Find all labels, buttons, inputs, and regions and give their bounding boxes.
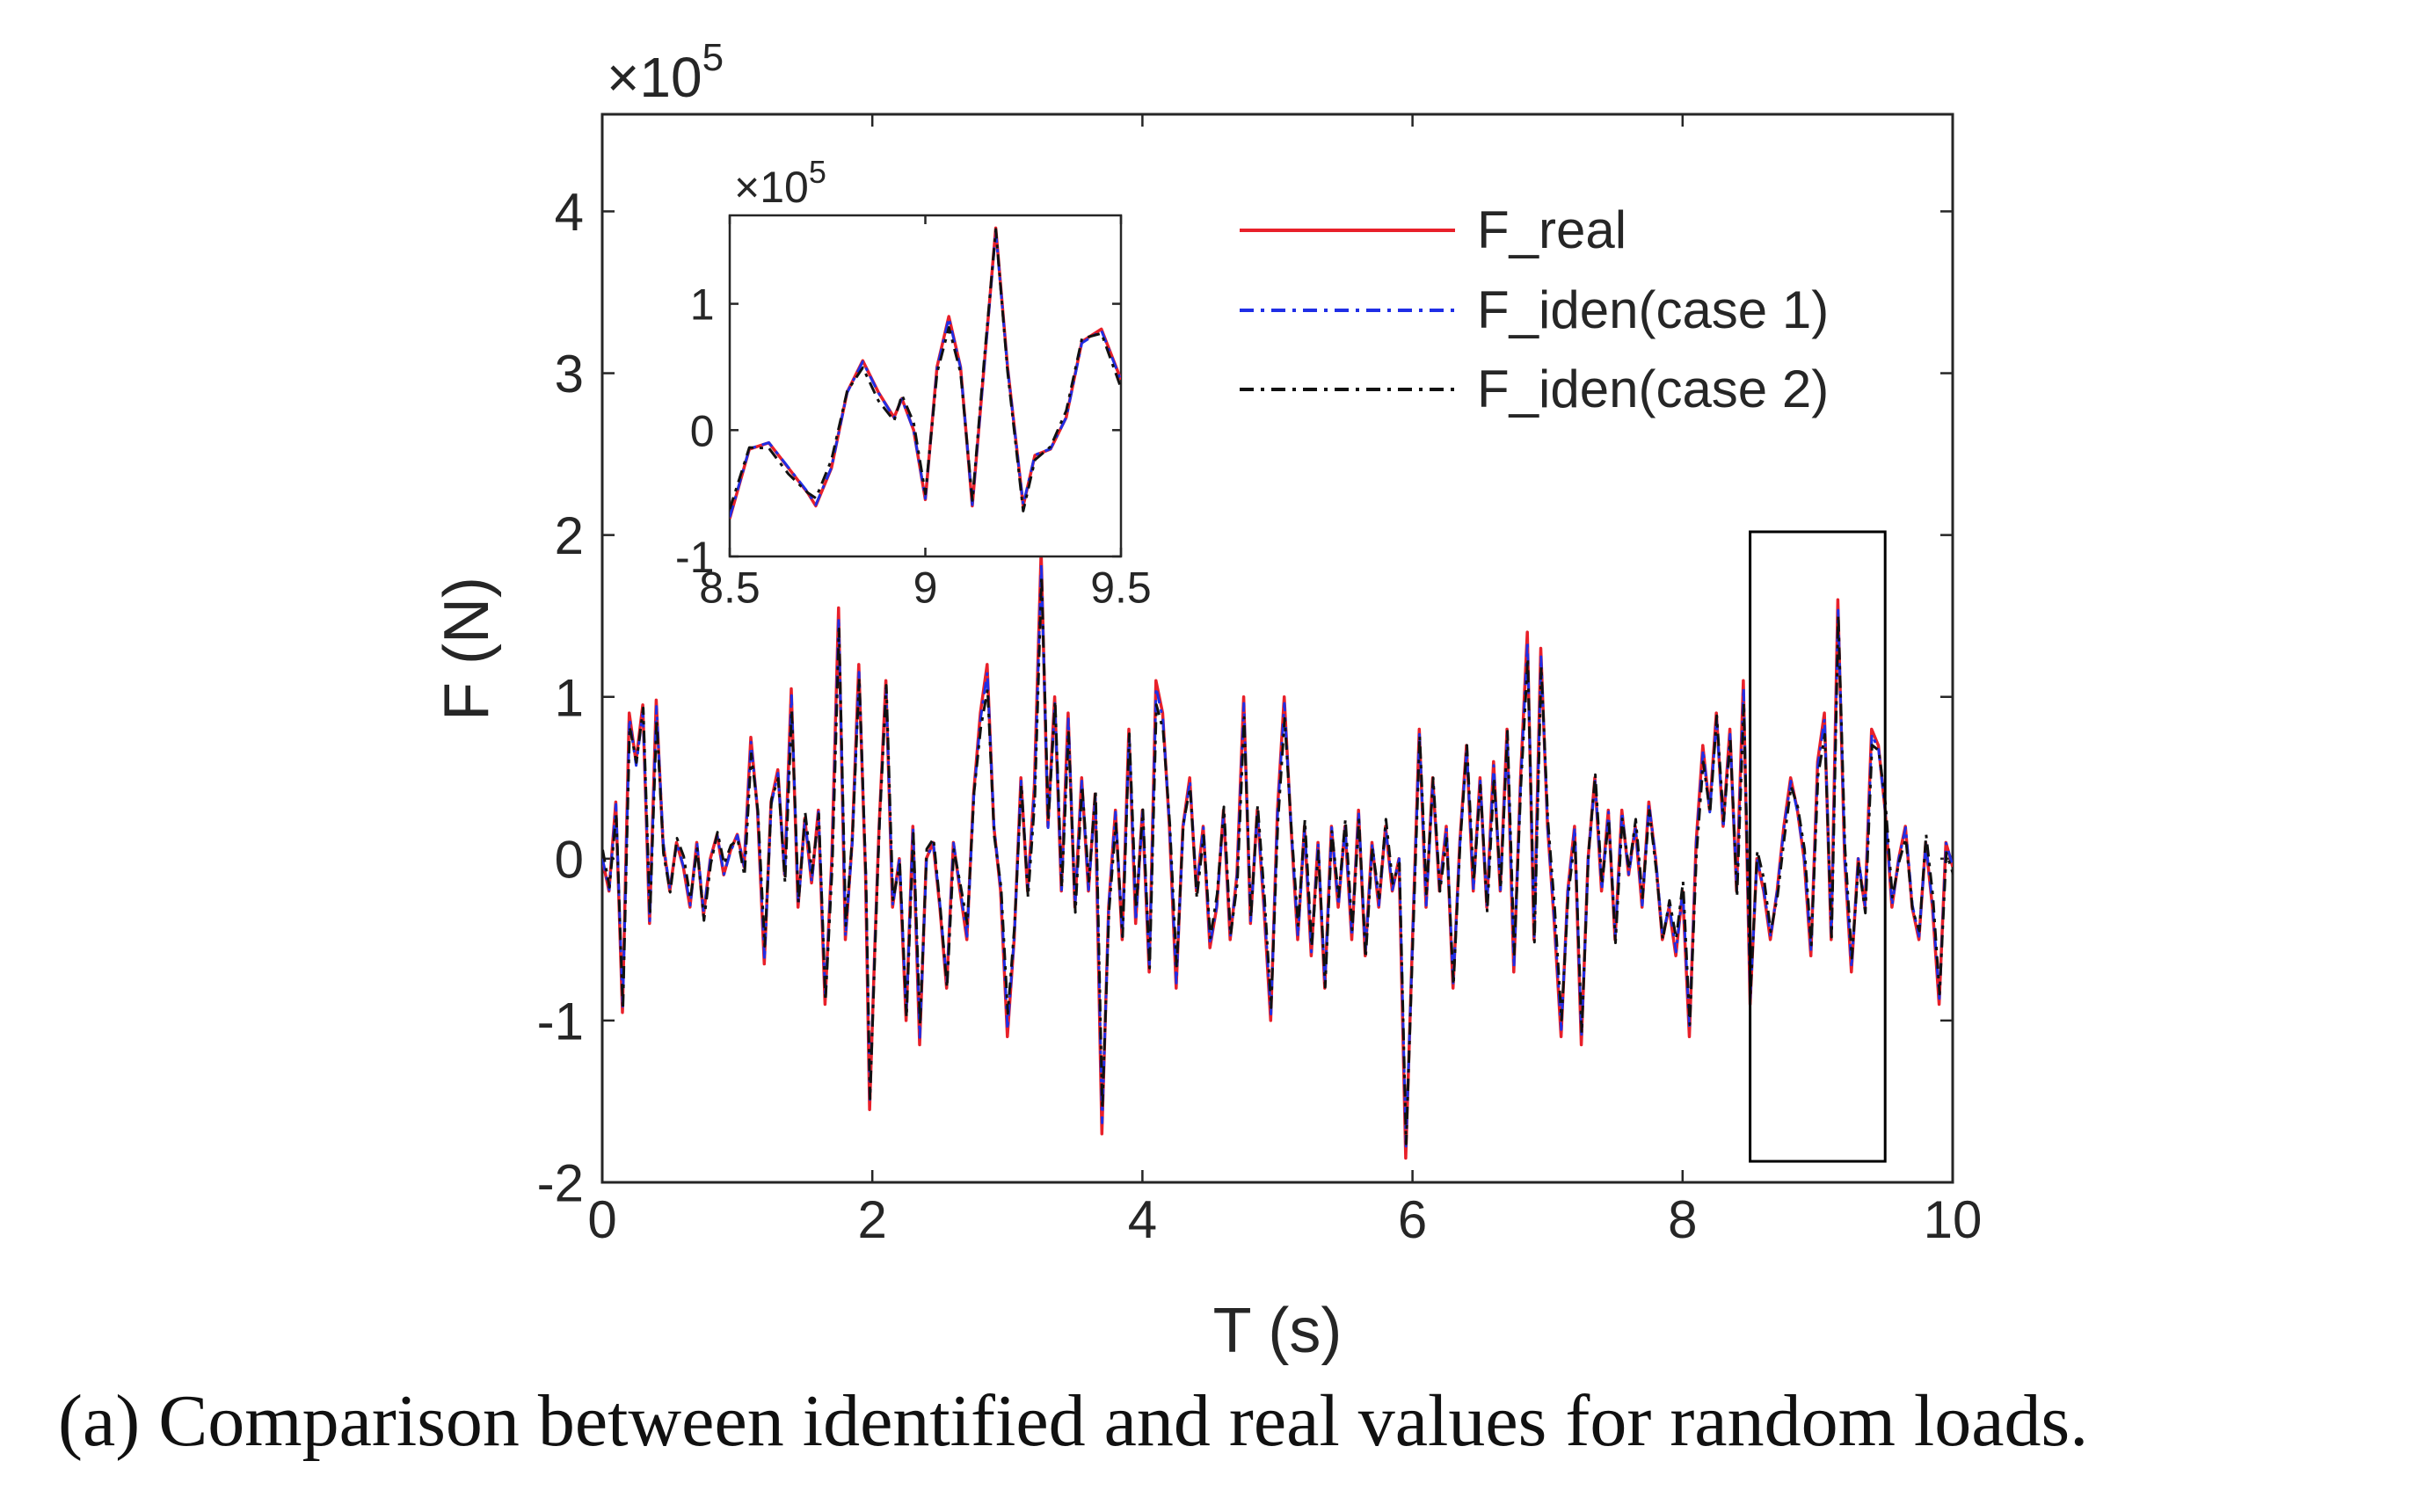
inset-xtick-label: 9.5 xyxy=(1090,563,1152,613)
inset-series-group xyxy=(730,226,1121,520)
inset-ytick-label: -1 xyxy=(675,533,714,582)
main-series-f-iden-case-2- xyxy=(602,574,1953,1145)
legend-label-real: F_real xyxy=(1477,200,1626,259)
legend-label-case2: F_iden(case 2) xyxy=(1477,360,1829,418)
main-xtick-label: 8 xyxy=(1668,1190,1697,1249)
inset-ticks: 8.5 9 9.5 -1 0 1 xyxy=(675,215,1152,613)
main-xtick-label: 6 xyxy=(1398,1190,1427,1249)
main-xtick-label: 4 xyxy=(1128,1190,1157,1249)
main-ytick-label: 3 xyxy=(555,345,584,403)
y-axis-label: F (N) xyxy=(432,577,502,721)
main-ytick-label: -1 xyxy=(537,992,584,1051)
x-axis-label: T (s) xyxy=(1213,1296,1343,1366)
inset-exponent: ×105 xyxy=(734,154,826,212)
inset-xtick-label: 9 xyxy=(913,563,938,613)
legend: F_real F_iden(case 1) F_iden(case 2) xyxy=(1240,200,1829,418)
main-ytick-label: 4 xyxy=(555,183,584,242)
inset-axes-frame xyxy=(728,214,1123,558)
inset-xtick-label: 8.5 xyxy=(699,563,760,613)
main-series-group xyxy=(602,549,1953,1160)
main-ytick-label: 0 xyxy=(555,830,584,889)
inset-series-f-iden-case-2- xyxy=(730,228,1121,512)
main-xtick-label: 10 xyxy=(1924,1190,1983,1249)
inset-plot: 8.5 9 9.5 -1 0 1 ×105 xyxy=(675,154,1152,613)
highlight-box xyxy=(1749,530,1887,1163)
main-exponent: ×105 xyxy=(607,36,724,109)
main-ytick-label: -2 xyxy=(537,1154,584,1213)
figure-caption: (a) Comparison between identified and re… xyxy=(58,1380,2089,1462)
main-ytick-label: 1 xyxy=(555,668,584,727)
main-xtick-label: 0 xyxy=(587,1190,616,1249)
main-xtick-label: 2 xyxy=(858,1190,887,1249)
inset-ytick-label: 1 xyxy=(690,280,715,330)
main-ytick-label: 2 xyxy=(555,506,584,565)
legend-label-case1: F_iden(case 1) xyxy=(1477,280,1829,339)
inset-ytick-label: 0 xyxy=(690,406,715,455)
